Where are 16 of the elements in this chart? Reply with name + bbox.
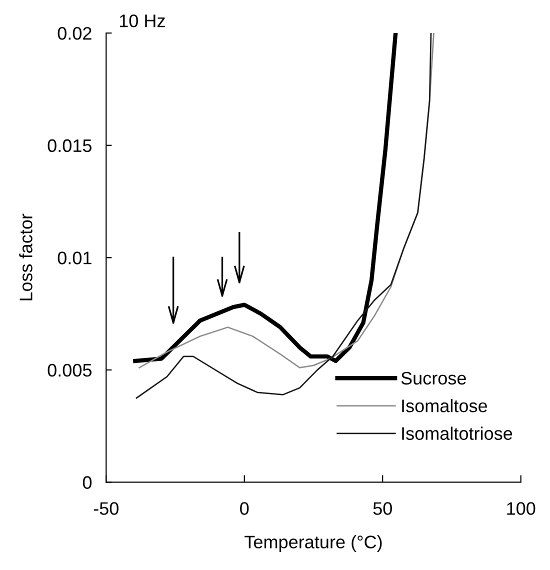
x-tick-label: 100 — [507, 502, 536, 515]
y-tick-label: 0 — [82, 476, 92, 489]
y-axis-title: Loss factor — [19, 214, 32, 300]
y-tick-label: 0.015 — [48, 139, 92, 152]
legend-label: Sucrose — [401, 372, 466, 385]
x-tick-label: 0 — [240, 502, 249, 515]
x-tick-label: -50 — [94, 502, 118, 515]
x-tick-label: 50 — [373, 502, 392, 515]
legend-label: Isomaltose — [402, 399, 488, 412]
y-tick-label: 0.02 — [58, 26, 92, 40]
y-tick-label: 0.01 — [58, 252, 92, 264]
y-tick-label: 0.005 — [48, 364, 92, 377]
legend-label: Isomaltotriose — [402, 426, 512, 440]
text: 10 Hz — [120, 14, 165, 28]
line-series — [133, 33, 398, 364]
x-axis-title: Temperature (°C) — [244, 535, 382, 552]
